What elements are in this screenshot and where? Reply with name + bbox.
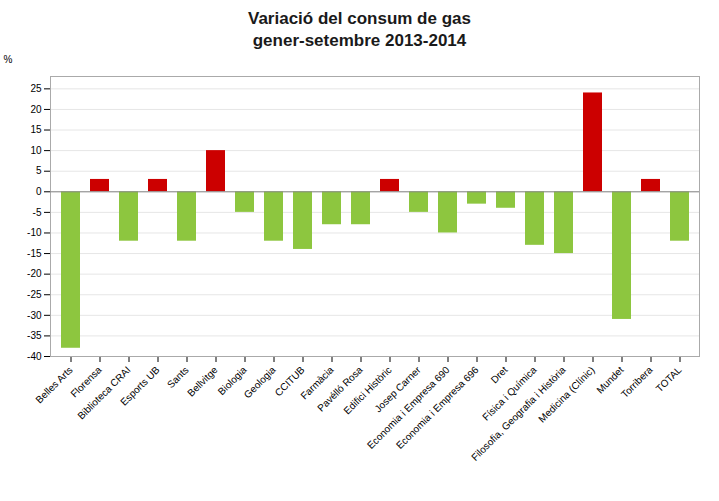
svg-text:Josep Carner: Josep Carner	[372, 364, 423, 415]
svg-text:Dret: Dret	[489, 364, 510, 385]
svg-text:5: 5	[36, 166, 42, 177]
svg-text:Edifici Històric: Edifici Històric	[341, 364, 394, 417]
svg-text:Sants: Sants	[165, 364, 191, 390]
svg-text:-30: -30	[27, 310, 42, 321]
svg-text:-40: -40	[27, 351, 42, 362]
svg-text:Medicina (Clínic): Medicina (Clínic)	[536, 364, 596, 424]
svg-text:10: 10	[30, 145, 42, 156]
svg-text:Biblioteca CRAI: Biblioteca CRAI	[75, 364, 133, 422]
svg-text:Florensa: Florensa	[68, 364, 104, 400]
html-text:gener-setembre 2013-2014: gener-setembre 2013-2014	[252, 31, 467, 51]
svg-text:Geologia: Geologia	[242, 364, 278, 400]
svg-text:Economia i Empresa 690: Economia i Empresa 690	[364, 364, 452, 452]
svg-text:20: 20	[30, 104, 42, 115]
svg-text:-35: -35	[27, 330, 42, 341]
svg-text:CCITUB: CCITUB	[272, 364, 307, 399]
svg-text:-10: -10	[27, 227, 42, 238]
svg-text:Pavélló Rosa: Pavélló Rosa	[315, 364, 365, 414]
svg-text:0: 0	[36, 186, 42, 197]
svg-text:Farmàcia: Farmàcia	[298, 364, 336, 402]
svg-text:TOTAL: TOTAL	[654, 364, 684, 394]
svg-text:Biologia: Biologia	[215, 364, 249, 398]
svg-text:15: 15	[30, 124, 42, 135]
svg-text:Economia i Empresa 696: Economia i Empresa 696	[394, 364, 481, 451]
svg-text:%: %	[4, 54, 13, 65]
svg-text:Torribera: Torribera	[619, 364, 655, 400]
html-text:Variació del consum de gas: Variació del consum de gas	[248, 9, 471, 28]
svg-text:Bellvitge: Bellvitge	[185, 364, 220, 399]
svg-text:-25: -25	[27, 289, 42, 300]
svg-text:Filosofia, Geografia i Històri: Filosofia, Geografia i Història	[469, 364, 568, 463]
svg-text:Mundet: Mundet	[594, 364, 626, 396]
svg-text:25: 25	[30, 83, 42, 94]
svg-text:Belles Arts: Belles Arts	[33, 364, 74, 405]
svg-text:-20: -20	[27, 269, 42, 280]
svg-text:-5: -5	[33, 207, 42, 218]
svg-text:Esports UB: Esports UB	[118, 364, 162, 408]
svg-text:-15: -15	[27, 248, 42, 259]
svg-text:Física i Química: Física i Química	[480, 364, 539, 423]
